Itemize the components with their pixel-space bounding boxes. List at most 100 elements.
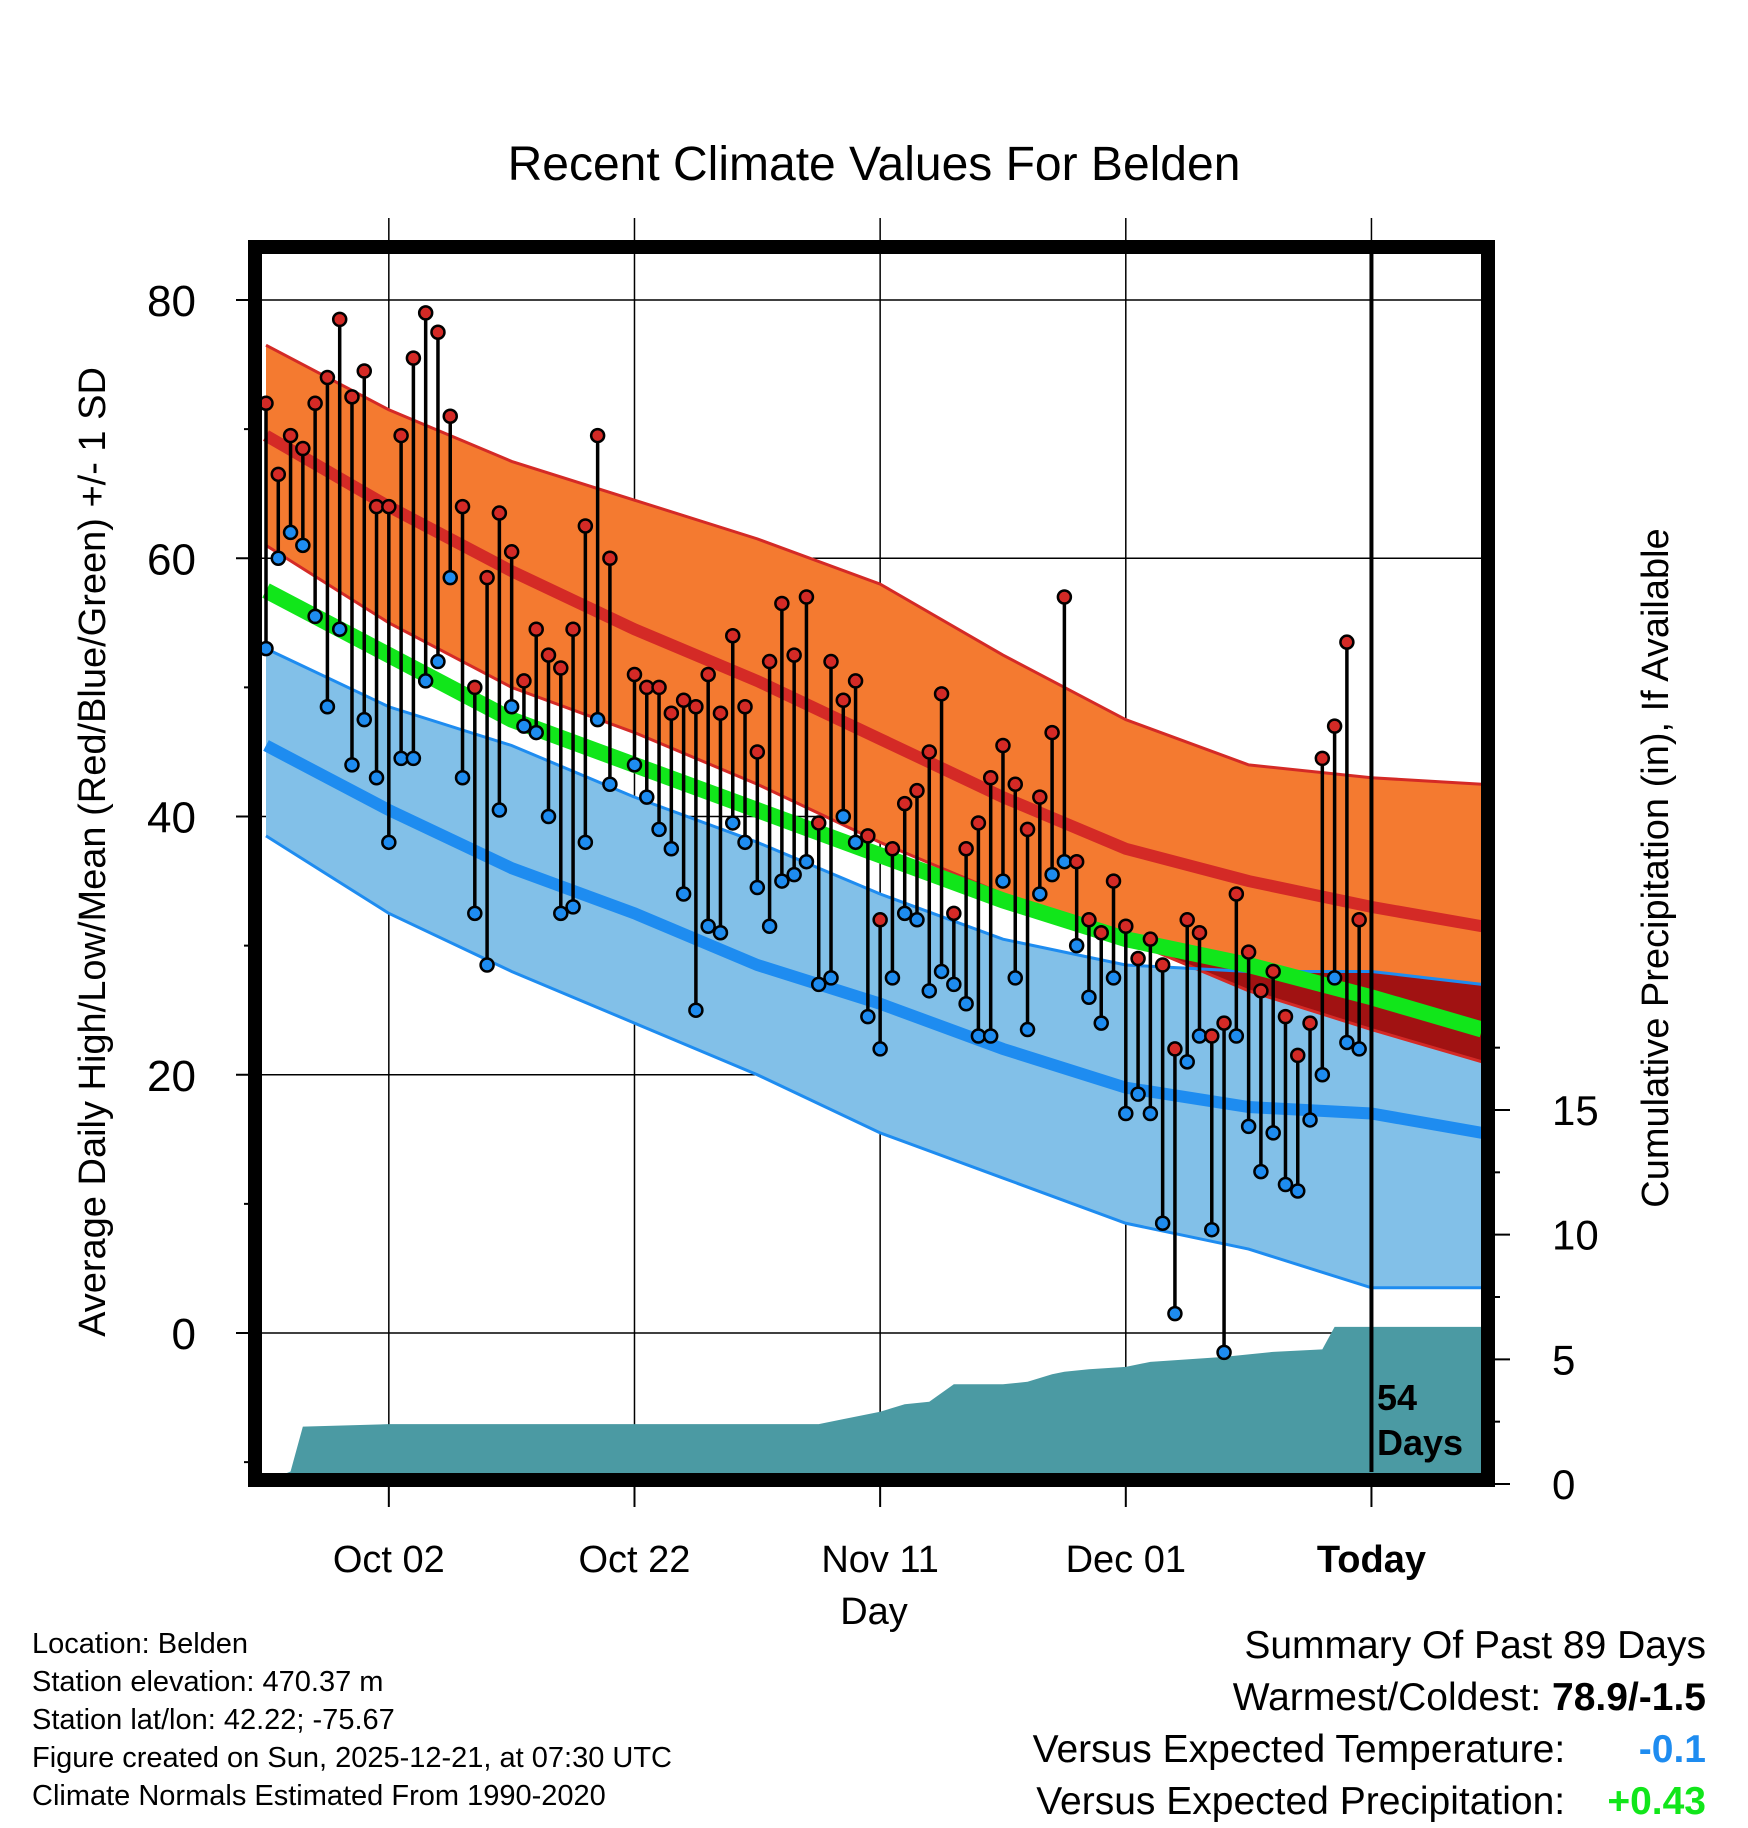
obs-high-point — [602, 550, 618, 566]
obs-high-point — [1290, 1047, 1306, 1064]
obs-low-point — [295, 537, 311, 554]
obs-low-point — [602, 776, 618, 792]
x-tick-label: Oct 22 — [579, 1539, 691, 1581]
obs-low-point — [712, 924, 729, 941]
obs-high-point — [540, 647, 557, 663]
obs-low-point — [884, 970, 901, 986]
obs-low-point — [651, 821, 667, 838]
obs-low-point — [786, 866, 802, 883]
obs-low-point — [368, 770, 385, 786]
obs-high-point — [1093, 924, 1109, 941]
obs-low-point — [639, 789, 655, 805]
warm-cold-value: 78.9/-1.5 — [1552, 1676, 1706, 1719]
normal-bands — [262, 343, 1485, 1290]
temp-anomaly-label: Versus Expected Temperature: — [1032, 1728, 1566, 1771]
y2-tick-label: 10 — [1552, 1212, 1599, 1259]
obs-low-point — [430, 653, 446, 670]
obs-low-point — [479, 957, 495, 973]
obs-low-point — [1167, 1305, 1183, 1322]
obs-high-point — [528, 621, 544, 638]
obs-low-point — [688, 1002, 704, 1018]
obs-low-point — [921, 983, 938, 999]
location-text: Location: Belden — [32, 1628, 249, 1660]
obs-low-point — [700, 918, 716, 935]
obs-high-point — [381, 498, 397, 515]
obs-low-point — [1216, 1344, 1232, 1361]
station-info: Location: Belden Station elevation: 470.… — [32, 1625, 672, 1815]
obs-low-point — [774, 873, 790, 889]
obs-low-point — [737, 834, 753, 851]
low-lower-edge — [265, 834, 1482, 1290]
obs-high-point — [393, 427, 409, 444]
obs-high-point — [798, 589, 815, 605]
obs-high-point — [589, 427, 606, 444]
obs-high-point — [847, 673, 864, 689]
obs-high-point — [1314, 750, 1331, 767]
obs-low-point — [1093, 1015, 1109, 1031]
obs-high-point — [958, 841, 974, 857]
obs-low-point — [823, 970, 839, 986]
obs-high-point — [835, 692, 852, 709]
obs-low-point — [1118, 1105, 1134, 1122]
y2-tick-label: 5 — [1552, 1336, 1575, 1383]
obs-high-point — [1032, 789, 1048, 805]
obs-high-point — [319, 369, 336, 386]
obs-high-point — [516, 673, 532, 689]
precip-area — [266, 1326, 1482, 1484]
y-axis-label: Average Daily High/Low/Mean (Red/Blue/Gr… — [72, 367, 114, 1337]
obs-low-point — [467, 905, 483, 922]
obs-high-point — [1191, 924, 1208, 941]
obs-low-point — [1302, 1112, 1318, 1128]
obs-low-point — [933, 963, 950, 980]
obs-low-point — [860, 1008, 876, 1025]
obs-low-point — [946, 976, 962, 993]
obs-high-point — [1240, 944, 1257, 960]
obs-high-point — [1228, 886, 1245, 902]
obs-high-point — [737, 698, 753, 715]
precip-anomaly-row: Versus Expected Precipitation: +0.43 — [1033, 1776, 1706, 1828]
obs-high-point — [1339, 634, 1355, 650]
obs-low-point — [1290, 1183, 1306, 1199]
obs-low-point — [1265, 1125, 1281, 1141]
days-window-label: 54 Days — [1377, 1377, 1463, 1463]
y-tick-label: 0 — [172, 1310, 196, 1359]
obs-high-point — [344, 389, 360, 405]
y2-axis-label: Cumulative Precipitation (in), If Availa… — [1635, 528, 1677, 1207]
obs-low-point — [405, 750, 422, 767]
elevation-text: Station elevation: 470.37 m — [32, 1666, 384, 1698]
obs-high-point — [1007, 776, 1024, 792]
obs-high-point — [479, 569, 495, 586]
obs-high-point — [1326, 718, 1343, 734]
obs-high-point — [565, 621, 581, 638]
obs-high-point — [1044, 724, 1060, 741]
obs-low-point — [356, 711, 373, 728]
created-text: Figure created on Sun, 2025-12-21, at 07… — [32, 1742, 672, 1774]
obs-high-point — [430, 324, 446, 341]
y-tick-label: 40 — [147, 794, 196, 843]
obs-low-point — [1019, 1021, 1036, 1038]
obs-high-point — [921, 744, 938, 760]
high-sd-band — [266, 345, 1482, 1062]
chart-title: Recent Climate Values For Belden — [508, 138, 1241, 191]
obs-low-point — [516, 718, 532, 734]
obs-low-point — [1179, 1054, 1195, 1070]
obs-high-point — [749, 744, 766, 760]
obs-low-point — [749, 879, 766, 896]
obs-low-point — [909, 912, 925, 928]
obs-high-point — [1056, 589, 1073, 605]
obs-low-point — [1240, 1118, 1257, 1135]
precip-anomaly-label: Versus Expected Precipitation: — [1036, 1780, 1566, 1823]
obs-high-point — [467, 679, 483, 696]
obs-high-point — [1142, 931, 1159, 947]
obs-high-point — [860, 828, 876, 844]
normals-text: Climate Normals Estimated From 1990-2020 — [32, 1780, 606, 1812]
low-sd-band — [266, 648, 1482, 1288]
obs-low-point — [663, 841, 680, 857]
obs-high-point — [307, 395, 323, 412]
obs-high-point — [663, 705, 680, 721]
x-tick-label: Today — [1317, 1539, 1426, 1581]
obs-high-point — [1265, 963, 1281, 980]
obs-low-point — [896, 905, 913, 922]
obs-high-point — [823, 653, 839, 670]
obs-high-point — [810, 815, 827, 831]
